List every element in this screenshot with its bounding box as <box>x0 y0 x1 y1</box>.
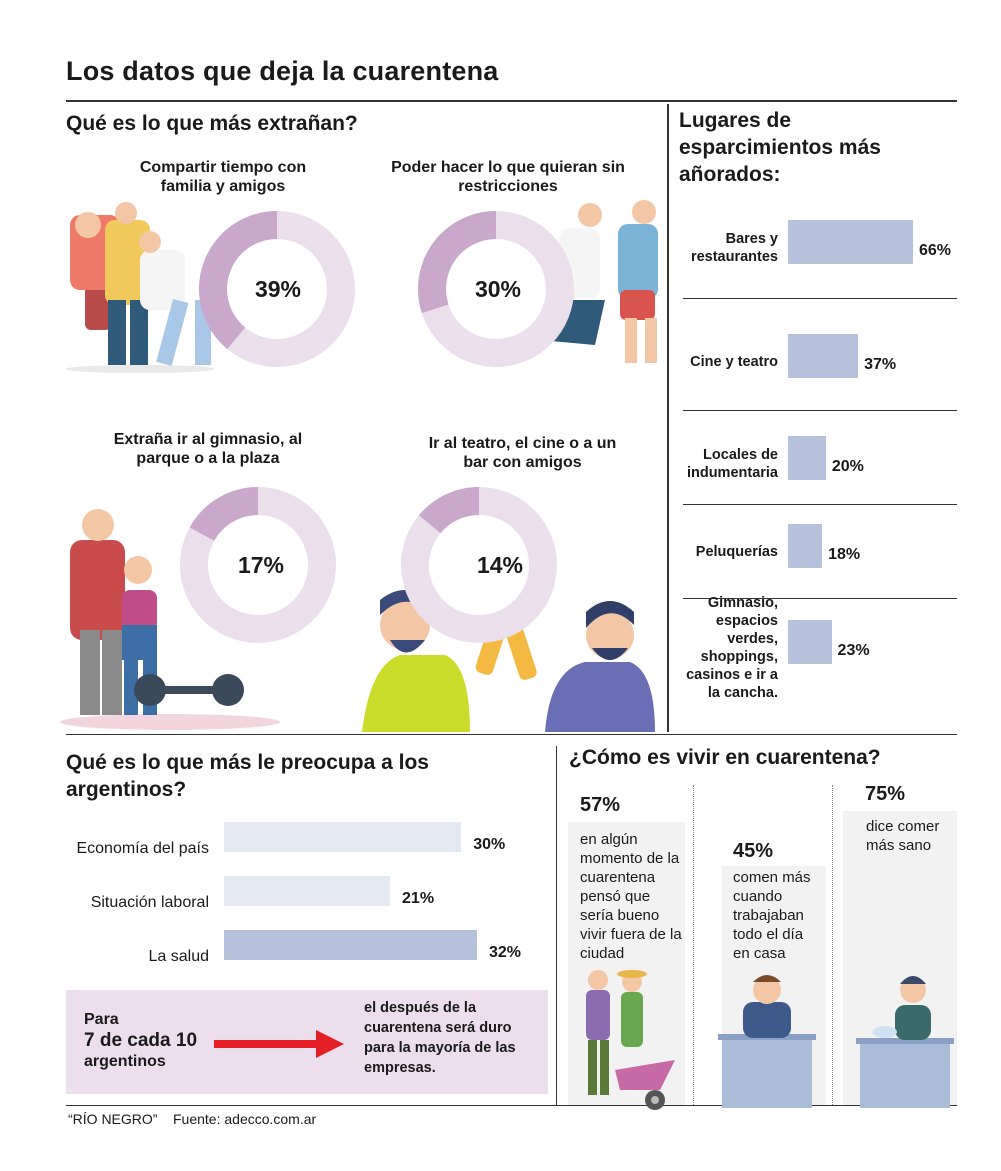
preocupa-bar <box>224 930 477 960</box>
preocupa-bar <box>224 876 391 906</box>
preocupa-label: La salud <box>148 948 210 965</box>
lugares-divider <box>683 598 957 599</box>
preocupa-value: 32% <box>489 944 522 961</box>
preocupa-value: 30% <box>473 836 506 853</box>
vivir-pct-2: 45% <box>733 840 774 862</box>
donut-value-2: 30% <box>474 276 522 302</box>
lugares-bar <box>788 524 823 568</box>
vivir-text-2: comen más cuando trabajaban todo el día … <box>733 869 811 962</box>
donut-label-3: Extraña ir al gimnasio, al parque o a la… <box>113 431 303 467</box>
callout-left-line3: argentinos <box>84 1053 166 1070</box>
lugares-value: 37% <box>864 356 897 373</box>
donut-slice-4 <box>418 487 479 534</box>
donut-value-4: 14% <box>476 552 524 578</box>
friends-illustration <box>65 202 215 373</box>
footer-divider <box>66 1105 957 1106</box>
women-illustration <box>540 200 658 363</box>
page-title: Los datos que deja la cuarentena <box>66 56 499 86</box>
donut-value-1: 39% <box>254 276 302 302</box>
preocupa-label: Situación laboral <box>90 894 209 911</box>
vivir-pct-3: 75% <box>865 783 906 805</box>
beer-friends-illustration <box>362 590 655 732</box>
lugares-value: 66% <box>919 242 952 259</box>
preocupa-title: Qué es lo que más le preocupa a los arge… <box>66 751 429 801</box>
lugares-label: Peluquerías <box>695 544 778 560</box>
lugares-label: Cine y teatro <box>690 354 778 370</box>
lugares-label: Gimnasio, espacios verdes, shoppings, ca… <box>686 595 778 701</box>
footer-paper: “RÍO NEGRO” <box>68 1111 158 1127</box>
gym-illustration <box>60 509 280 730</box>
vivir-separator-2 <box>832 785 833 1105</box>
lugares-label: Bares y restaurantes <box>690 231 778 265</box>
lugares-label: Locales de indumentaria <box>686 447 778 481</box>
vivir-illustrations <box>586 970 954 1110</box>
lugares-divider <box>683 298 957 299</box>
top-divider <box>66 100 957 102</box>
donut-value-3: 17% <box>237 552 285 578</box>
lugares-divider <box>683 410 957 411</box>
vivir-text-1: en algún momento de la cuarentena pensó … <box>580 831 682 962</box>
lugares-title: Lugares de esparcimientos más añorados: <box>679 109 881 186</box>
vivir-title: ¿Cómo es vivir en cuarentena? <box>569 746 881 769</box>
healthy-eating-illustration <box>856 976 954 1108</box>
donut-label-2: Poder hacer lo que quieran sin restricci… <box>391 159 625 195</box>
donut-label-4: Ir al teatro, el cine o a un bar con ami… <box>428 435 617 471</box>
callout-right: el después de la cuarentena será duro pa… <box>364 1000 516 1076</box>
donut-slice-1 <box>198 211 277 350</box>
lugares-bar <box>788 220 913 264</box>
lugares-bar <box>788 620 832 664</box>
preocupa-label: Economía del país <box>76 840 209 857</box>
vivir-text-3: dice comer más sano <box>866 818 940 854</box>
extranan-title: Qué es lo que más extrañan? <box>66 112 358 135</box>
donut-slice-2 <box>418 211 496 314</box>
callout-box: Para 7 de cada 10 argentinos el después … <box>66 990 548 1094</box>
lugares-bar <box>788 436 826 480</box>
worried-man-illustration <box>718 975 816 1108</box>
extranan-donuts <box>60 200 658 732</box>
footer-source: Fuente: adecco.com.ar <box>173 1111 317 1127</box>
middle-divider <box>66 734 957 735</box>
vivir-separator-1 <box>693 785 694 1105</box>
lugares-divider <box>683 504 957 505</box>
bottom-column-divider <box>556 746 557 1106</box>
callout-left-line2: 7 de cada 10 <box>84 1030 198 1051</box>
donuts-group <box>180 211 574 643</box>
preocupa-value: 21% <box>402 890 435 907</box>
callout-left: Para 7 de cada 10 argentinos <box>84 1010 197 1072</box>
arrow-icon <box>214 1030 344 1058</box>
donut-label-1: Compartir tiempo con familia y amigos <box>139 159 307 195</box>
lugares-bar <box>788 334 859 378</box>
column-divider <box>667 104 669 732</box>
gardeners-illustration <box>586 970 675 1110</box>
preocupa-bar <box>224 822 462 852</box>
vivir-pct-1: 57% <box>580 794 621 816</box>
lugares-value: 20% <box>831 458 864 475</box>
lugares-value: 18% <box>828 546 861 563</box>
lugares-value: 23% <box>837 642 870 659</box>
callout-left-line1: Para <box>84 1011 119 1028</box>
vivir-panel-1 <box>568 822 685 1105</box>
donut-slice-3 <box>189 487 258 541</box>
